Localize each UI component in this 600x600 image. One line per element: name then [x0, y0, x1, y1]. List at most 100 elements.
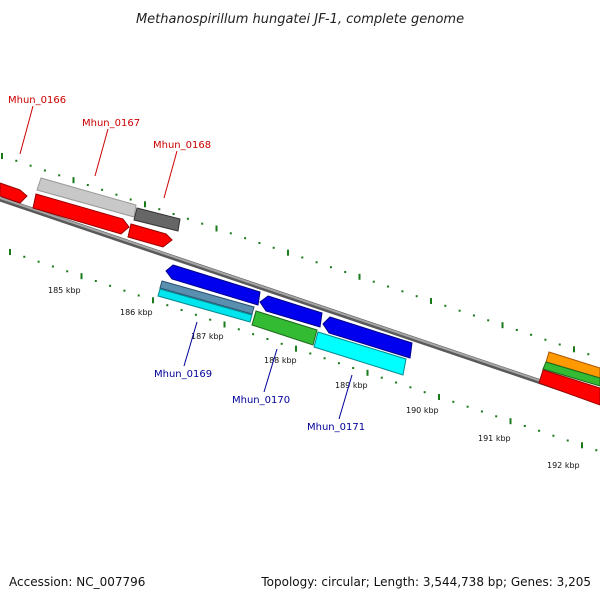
tick-label-185: 185 kbp — [48, 286, 81, 295]
feature-arrow-mhun-0170[interactable] — [259, 295, 323, 328]
major-tick — [295, 345, 297, 352]
minor-tick — [23, 255, 26, 258]
feature-arrow-mhun-0168[interactable] — [127, 223, 173, 248]
minor-tick — [166, 304, 169, 307]
minor-tick — [552, 434, 555, 437]
minor-tick — [344, 271, 347, 273]
minor-tick — [172, 213, 175, 215]
minor-tick — [229, 232, 232, 235]
minor-tick — [487, 319, 490, 322]
minor-tick — [301, 256, 304, 259]
minor-tick — [337, 362, 340, 365]
gene-label-mhun-0167[interactable]: Mhun_0167 — [82, 118, 140, 129]
minor-tick — [380, 376, 383, 379]
minor-tick — [186, 217, 189, 220]
major-tick — [438, 394, 440, 400]
major-tick — [215, 225, 218, 232]
major-tick — [366, 369, 369, 376]
major-tick — [144, 201, 146, 208]
minor-tick — [401, 290, 404, 293]
minor-tick — [372, 280, 375, 283]
minor-tick — [352, 367, 355, 369]
gene-label-mhun-0170[interactable]: Mhun_0170 — [232, 395, 290, 406]
major-tick — [573, 346, 575, 353]
minor-tick — [37, 260, 40, 263]
minor-tick — [387, 285, 390, 288]
minor-tick — [123, 289, 126, 292]
major-tick — [509, 418, 512, 425]
minor-tick — [558, 343, 561, 346]
minor-tick — [29, 164, 32, 167]
major-tick — [358, 273, 361, 280]
major-tick — [80, 273, 83, 280]
minor-tick — [244, 237, 247, 240]
minor-tick — [272, 246, 275, 249]
minor-tick — [209, 318, 212, 321]
minor-tick — [452, 400, 455, 403]
gene-label-mhun-0171[interactable]: Mhun_0171 — [307, 422, 365, 433]
leader-line-mhun-0171 — [338, 374, 353, 420]
minor-tick — [266, 338, 269, 340]
feature-arrow-mhun-0170-green[interactable] — [251, 310, 318, 346]
major-tick — [9, 249, 11, 255]
gene-label-mhun-0169[interactable]: Mhun_0169 — [154, 369, 212, 380]
minor-tick — [587, 353, 590, 356]
forward-gene-labels: Mhun_0166 Mhun_0167 Mhun_0168 — [8, 95, 211, 199]
minor-tick — [51, 265, 54, 268]
feature-arrow-mhun-0167[interactable] — [32, 193, 130, 235]
minor-tick — [495, 415, 498, 418]
minor-tick — [544, 338, 547, 341]
feature-arrow-mhun-0168-product[interactable] — [133, 207, 181, 232]
minor-tick — [158, 208, 161, 211]
minor-tick — [109, 284, 112, 287]
minor-tick — [530, 333, 533, 336]
feature-arrow-mhun-0169[interactable] — [165, 264, 261, 306]
tick-marks — [1, 153, 598, 452]
gene-label-mhun-0168[interactable]: Mhun_0168 — [153, 140, 211, 151]
major-tick — [152, 297, 154, 304]
minor-tick — [323, 357, 326, 360]
minor-tick — [180, 309, 183, 311]
tick-label-186: 186 kbp — [120, 308, 153, 317]
minor-tick — [395, 381, 398, 384]
minor-tick — [194, 313, 197, 316]
minor-tick — [15, 159, 18, 162]
gene-label-mhun-0166[interactable]: Mhun_0166 — [8, 95, 66, 106]
minor-tick — [480, 410, 483, 413]
minor-tick — [86, 184, 89, 186]
feature-arrow-mhun-0169-cyan[interactable] — [157, 288, 253, 323]
feature-track — [0, 177, 600, 406]
minor-tick — [329, 266, 332, 269]
minor-tick — [280, 342, 283, 345]
minor-tick — [538, 429, 541, 432]
feature-arrow-mhun-0166[interactable] — [0, 182, 28, 204]
minor-tick — [315, 261, 318, 264]
major-tick — [1, 153, 3, 159]
feature-arrow-mhun-0171-cyan[interactable] — [313, 331, 407, 376]
feature-arrow-mhun-0167-product[interactable] — [36, 177, 137, 218]
minor-tick — [258, 242, 261, 244]
feature-arrow-mhun-0171[interactable] — [322, 316, 413, 359]
minor-tick — [94, 280, 97, 282]
feature-arrow-edge-green[interactable] — [542, 361, 600, 387]
minor-tick — [566, 439, 569, 442]
reverse-gene-labels: Mhun_0169 Mhun_0170 Mhun_0171 — [154, 321, 365, 433]
leader-line-mhun-0168 — [163, 150, 178, 199]
minor-tick — [423, 391, 426, 394]
feature-arrow-edge-orange[interactable] — [545, 351, 600, 379]
minor-tick — [101, 188, 104, 191]
minor-tick — [201, 222, 204, 225]
minor-tick — [237, 328, 240, 331]
feature-arrow-edge-red[interactable] — [538, 369, 600, 406]
minor-tick — [523, 425, 526, 427]
minor-tick — [466, 405, 469, 408]
leader-line-mhun-0166 — [19, 105, 34, 155]
tick-label-190: 190 kbp — [406, 406, 439, 415]
minor-tick — [444, 304, 447, 307]
minor-tick — [309, 352, 312, 355]
feature-arrow-mhun-0169-steel[interactable] — [159, 280, 255, 315]
minor-tick — [115, 193, 118, 196]
leader-line-mhun-0170 — [263, 348, 278, 393]
major-tick — [501, 322, 504, 329]
leader-line-mhun-0169 — [183, 321, 198, 367]
